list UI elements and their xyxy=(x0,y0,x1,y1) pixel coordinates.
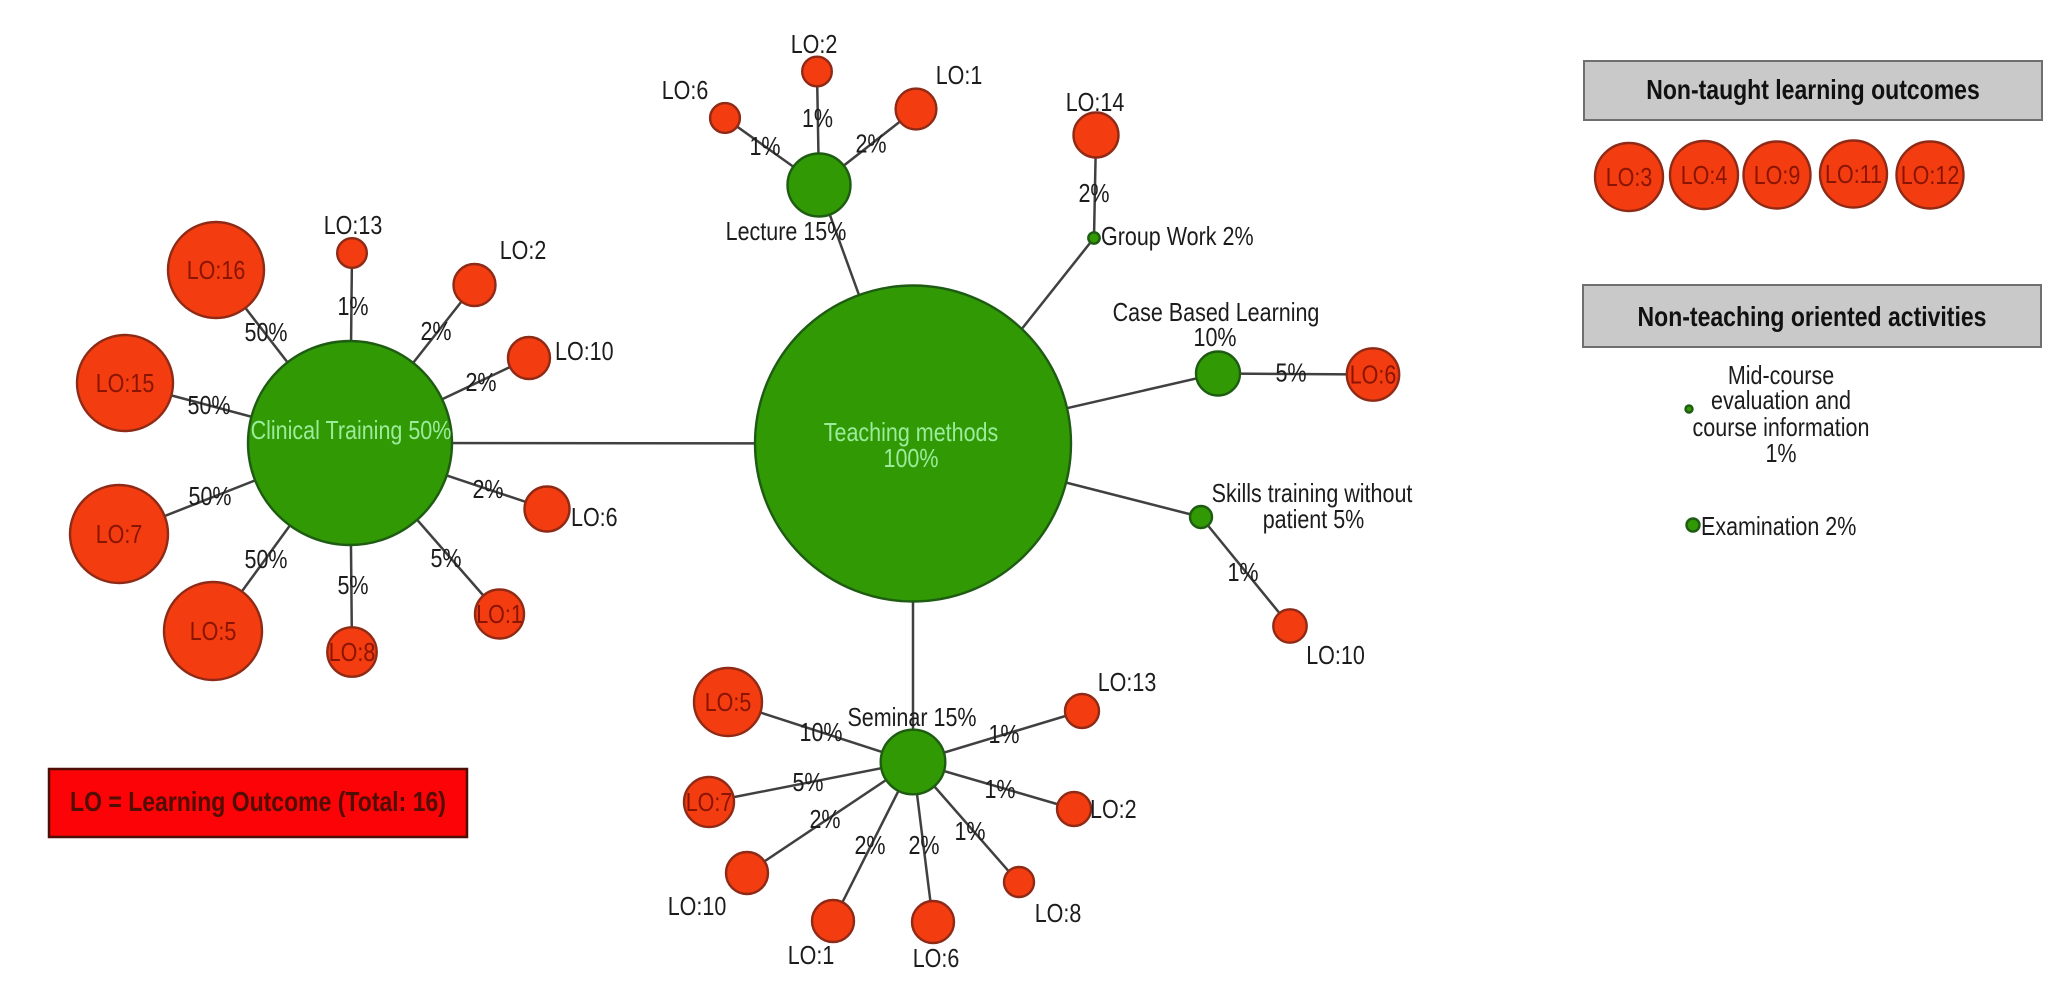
svg-text:LO:2: LO:2 xyxy=(791,29,838,59)
svg-text:LO = Learning Outcome (Total:: LO = Learning Outcome (Total: 16) xyxy=(70,786,446,817)
svg-text:LO:3: LO:3 xyxy=(1606,162,1653,192)
svg-text:LO:14: LO:14 xyxy=(1066,87,1125,117)
svg-text:LO:6: LO:6 xyxy=(913,943,960,973)
svg-text:2%: 2% xyxy=(855,129,886,159)
svg-text:Teaching methods: Teaching methods xyxy=(824,417,999,447)
svg-text:LO:1: LO:1 xyxy=(476,599,523,629)
svg-text:LO:1: LO:1 xyxy=(788,940,835,970)
svg-text:1%: 1% xyxy=(988,719,1019,749)
svg-text:1%: 1% xyxy=(984,774,1015,804)
svg-text:2%: 2% xyxy=(809,804,840,834)
svg-text:LO:12: LO:12 xyxy=(1901,160,1960,190)
svg-text:Group Work 2%: Group Work 2% xyxy=(1101,221,1254,251)
svg-text:LO:11: LO:11 xyxy=(1825,159,1882,189)
svg-text:LO:9: LO:9 xyxy=(1754,160,1801,190)
svg-text:Clinical Training 50%: Clinical Training 50% xyxy=(251,415,452,445)
svg-text:50%: 50% xyxy=(188,390,231,420)
svg-text:2%: 2% xyxy=(908,830,939,860)
svg-text:5%: 5% xyxy=(792,767,823,797)
svg-text:Case Based Learning: Case Based Learning xyxy=(1113,297,1320,327)
svg-text:Lecture 15%: Lecture 15% xyxy=(726,216,847,246)
svg-text:2%: 2% xyxy=(472,474,503,504)
svg-text:LO:5: LO:5 xyxy=(705,687,752,717)
svg-text:1%: 1% xyxy=(1765,438,1796,468)
svg-text:100%: 100% xyxy=(884,443,939,473)
svg-text:1%: 1% xyxy=(802,103,833,133)
svg-text:1%: 1% xyxy=(1227,557,1258,587)
svg-text:LO:10: LO:10 xyxy=(555,336,614,366)
svg-text:LO:6: LO:6 xyxy=(571,502,618,532)
svg-text:Examination 2%: Examination 2% xyxy=(1701,511,1856,541)
svg-text:LO:15: LO:15 xyxy=(96,368,155,398)
svg-text:50%: 50% xyxy=(245,544,288,574)
svg-text:1%: 1% xyxy=(954,816,985,846)
svg-text:LO:2: LO:2 xyxy=(1090,794,1137,824)
svg-text:LO:10: LO:10 xyxy=(668,891,727,921)
svg-text:2%: 2% xyxy=(420,316,451,346)
svg-text:50%: 50% xyxy=(245,317,288,347)
svg-text:10%: 10% xyxy=(1194,322,1237,352)
svg-text:LO:7: LO:7 xyxy=(686,787,733,817)
svg-text:course information: course information xyxy=(1693,412,1870,442)
svg-text:LO:16: LO:16 xyxy=(187,255,246,285)
svg-text:5%: 5% xyxy=(1275,358,1306,388)
svg-text:5%: 5% xyxy=(337,570,368,600)
svg-text:Skills training without: Skills training without xyxy=(1212,478,1413,508)
svg-text:1%: 1% xyxy=(749,131,780,161)
svg-text:LO:13: LO:13 xyxy=(324,210,383,240)
svg-text:LO:5: LO:5 xyxy=(190,616,237,646)
svg-text:LO:8: LO:8 xyxy=(1035,898,1082,928)
svg-text:LO:1: LO:1 xyxy=(936,60,983,90)
svg-text:5%: 5% xyxy=(430,543,461,573)
svg-text:LO:8: LO:8 xyxy=(329,637,376,667)
svg-text:LO:6: LO:6 xyxy=(1350,360,1397,390)
svg-text:LO:7: LO:7 xyxy=(96,519,143,549)
svg-text:Mid-course: Mid-course xyxy=(1728,360,1834,390)
svg-text:LO:13: LO:13 xyxy=(1098,667,1157,697)
svg-text:Non-teaching oriented activiti: Non-teaching oriented activities xyxy=(1638,301,1987,332)
svg-text:patient 5%: patient 5% xyxy=(1263,504,1365,534)
svg-text:Non-taught learning outcomes: Non-taught learning outcomes xyxy=(1646,74,1980,105)
svg-text:2%: 2% xyxy=(465,367,496,397)
svg-text:10%: 10% xyxy=(800,717,843,747)
svg-text:evaluation and: evaluation and xyxy=(1711,385,1851,415)
svg-text:2%: 2% xyxy=(1078,178,1109,208)
svg-text:2%: 2% xyxy=(854,830,885,860)
svg-text:LO:4: LO:4 xyxy=(1681,160,1728,190)
svg-text:LO:6: LO:6 xyxy=(662,75,709,105)
svg-text:50%: 50% xyxy=(189,481,232,511)
svg-text:1%: 1% xyxy=(337,291,368,321)
svg-text:LO:10: LO:10 xyxy=(1306,640,1365,670)
svg-text:Seminar 15%: Seminar 15% xyxy=(847,702,976,732)
svg-text:LO:2: LO:2 xyxy=(500,235,547,265)
